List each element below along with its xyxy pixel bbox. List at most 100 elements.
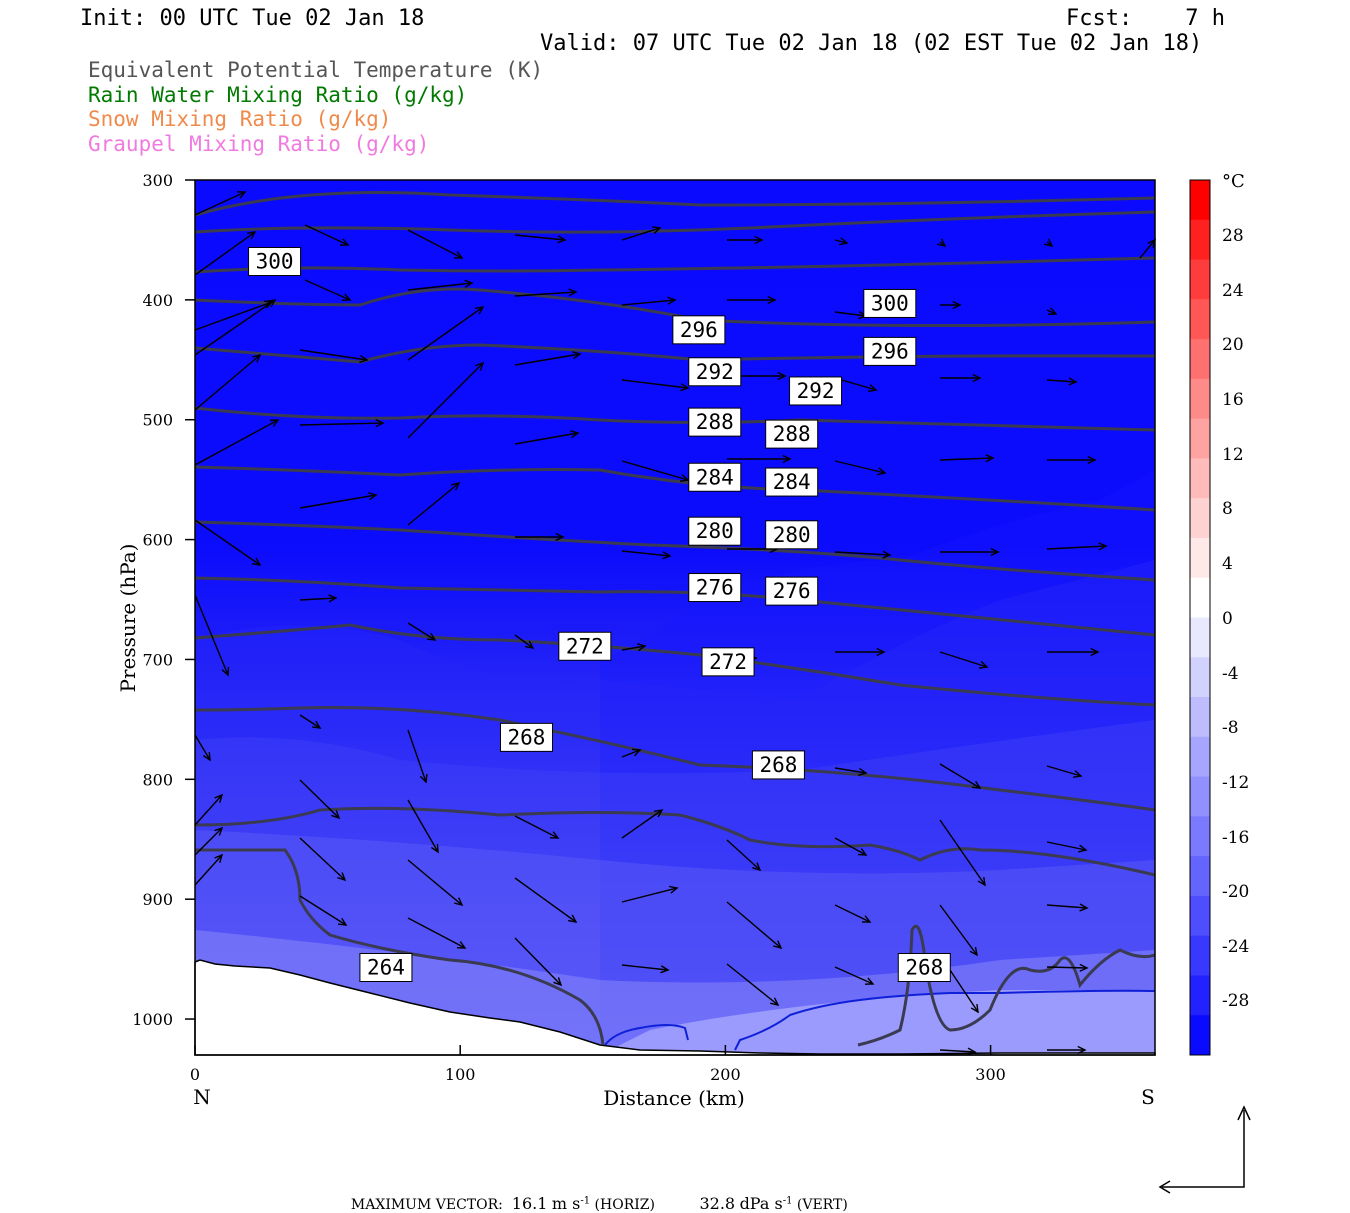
legend-snow: Snow Mixing Ratio (g/kg): [88, 107, 392, 131]
wind-arrow: [407, 306, 485, 361]
svg-text:292: 292: [696, 360, 734, 384]
horiz-tag: (HORIZ): [594, 1197, 655, 1213]
svg-text:288: 288: [773, 422, 811, 446]
wind-arrow: [1046, 307, 1058, 315]
colorbar-unit: °C: [1222, 171, 1245, 192]
svg-text:272: 272: [566, 634, 604, 658]
theta-e-label: 280: [765, 520, 819, 550]
colorbar-swatch: [1190, 816, 1210, 857]
wind-arrow: [194, 191, 247, 216]
svg-text:264: 264: [367, 956, 405, 980]
wind-arrow: [726, 901, 783, 950]
wind-arrow: [1047, 455, 1097, 465]
y-axis-label: Pressure (hPa): [116, 544, 140, 693]
wind-arrow: [1047, 647, 1100, 657]
colorbar-tick-label: -4: [1222, 664, 1239, 684]
wind-arrow: [515, 532, 565, 542]
wind-arrow: [621, 550, 672, 560]
wind-arrow: [834, 767, 868, 776]
theta-e-label: 284: [765, 467, 819, 497]
svg-text:296: 296: [680, 318, 718, 342]
svg-text:284: 284: [696, 465, 734, 489]
y-tick-label: 700: [142, 650, 173, 669]
x-axis-label: Distance (km): [603, 1086, 745, 1110]
svg-text:284: 284: [773, 470, 811, 494]
colorbar-swatch: [1190, 736, 1210, 778]
x-tick-label: 200: [710, 1065, 741, 1084]
wind-arrow: [939, 763, 982, 789]
theta-e-label: 264: [359, 953, 413, 982]
colorbar-tick-label: 20: [1222, 335, 1244, 355]
svg-text:268: 268: [508, 725, 546, 749]
y-tick-label: 600: [142, 531, 173, 550]
colorbar-tick-label: 4: [1222, 554, 1233, 574]
wind-arrow: [621, 885, 679, 903]
theta-e-label: 268: [751, 750, 805, 780]
wind-arrow: [939, 819, 986, 887]
colorbar-swatch: [1190, 617, 1210, 658]
wind-arrow: [194, 231, 257, 276]
theta-e-line: [194, 465, 1156, 512]
wind-arrow: [940, 547, 1000, 557]
wind-arrow: [937, 238, 947, 248]
colorbar-tick-label: 0: [1222, 609, 1233, 629]
colorbar-swatch: [1190, 577, 1210, 618]
colorbar-swatch: [1190, 1015, 1210, 1056]
wind-arrow: [834, 966, 875, 985]
wind-arrow: [299, 492, 378, 509]
wind-arrow: [1046, 765, 1083, 778]
legend-theta-e: Equivalent Potential Temperature (K): [88, 58, 544, 82]
colorbar-tick-label: -28: [1222, 991, 1249, 1011]
colorbar-swatch: [1190, 498, 1210, 539]
wind-arrow: [299, 419, 385, 428]
wind-arrow: [940, 300, 962, 310]
forecast-hour: Fcst: 7 h: [1066, 6, 1225, 31]
wind-arrow: [194, 594, 230, 677]
colorbar-tick-label: 28: [1222, 226, 1244, 246]
theta-e-line: [194, 210, 1156, 234]
colorbar-tick-label: 12: [1222, 445, 1244, 465]
colorbar-swatch: [1190, 975, 1210, 1016]
wind-arrow: [407, 481, 461, 526]
wind-arrow: [194, 793, 224, 826]
y-tick-label: 900: [142, 890, 173, 909]
wind-arrow: [194, 826, 224, 856]
wind-arrow: [407, 729, 428, 784]
colorbar-frame: [1189, 179, 1211, 1056]
wind-arrow: [1046, 542, 1108, 551]
wind-arrow: [939, 454, 995, 463]
theta-e-label: 280: [688, 516, 742, 546]
wind-arrow: [621, 379, 690, 392]
wind-arrow: [299, 594, 338, 603]
wind-arrow: [1046, 903, 1089, 912]
svg-text:272: 272: [709, 650, 747, 674]
legend-rain: Rain Water Mixing Ratio (g/kg): [88, 83, 468, 107]
wind-arrow: [514, 288, 578, 297]
wind-arrow: [407, 229, 464, 259]
wind-arrow: [726, 839, 762, 872]
theta-e-label: 272: [701, 647, 755, 677]
plot-frame: [194, 179, 1156, 1056]
colorbar-swatch: [1190, 935, 1210, 976]
horiz-exponent: -1: [580, 1195, 591, 1207]
legend-graupel: Graupel Mixing Ratio (g/kg): [88, 132, 430, 156]
theta-e-line: [194, 576, 1156, 637]
theta-e-contours: [194, 191, 1156, 1047]
y-tick-label: 1000: [132, 1010, 173, 1029]
wind-arrow: [299, 895, 348, 926]
theta-e-line: [195, 848, 605, 1046]
wind-arrow: [834, 237, 849, 246]
wind-arrow: [621, 226, 662, 241]
vert-exponent: -1: [782, 1195, 793, 1207]
vert-tag: (VERT): [796, 1197, 848, 1213]
svg-text:292: 292: [797, 379, 835, 403]
x-tick-label: 300: [975, 1065, 1006, 1084]
wind-arrow: [407, 917, 467, 949]
wind-arrow: [514, 430, 580, 445]
colorbar-tick-label: 8: [1222, 499, 1233, 519]
vert-units: dPa s: [739, 1194, 783, 1213]
theta-e-label: 292: [789, 376, 843, 406]
horiz-value: 16.1: [511, 1194, 548, 1213]
wind-arrow: [727, 295, 777, 305]
